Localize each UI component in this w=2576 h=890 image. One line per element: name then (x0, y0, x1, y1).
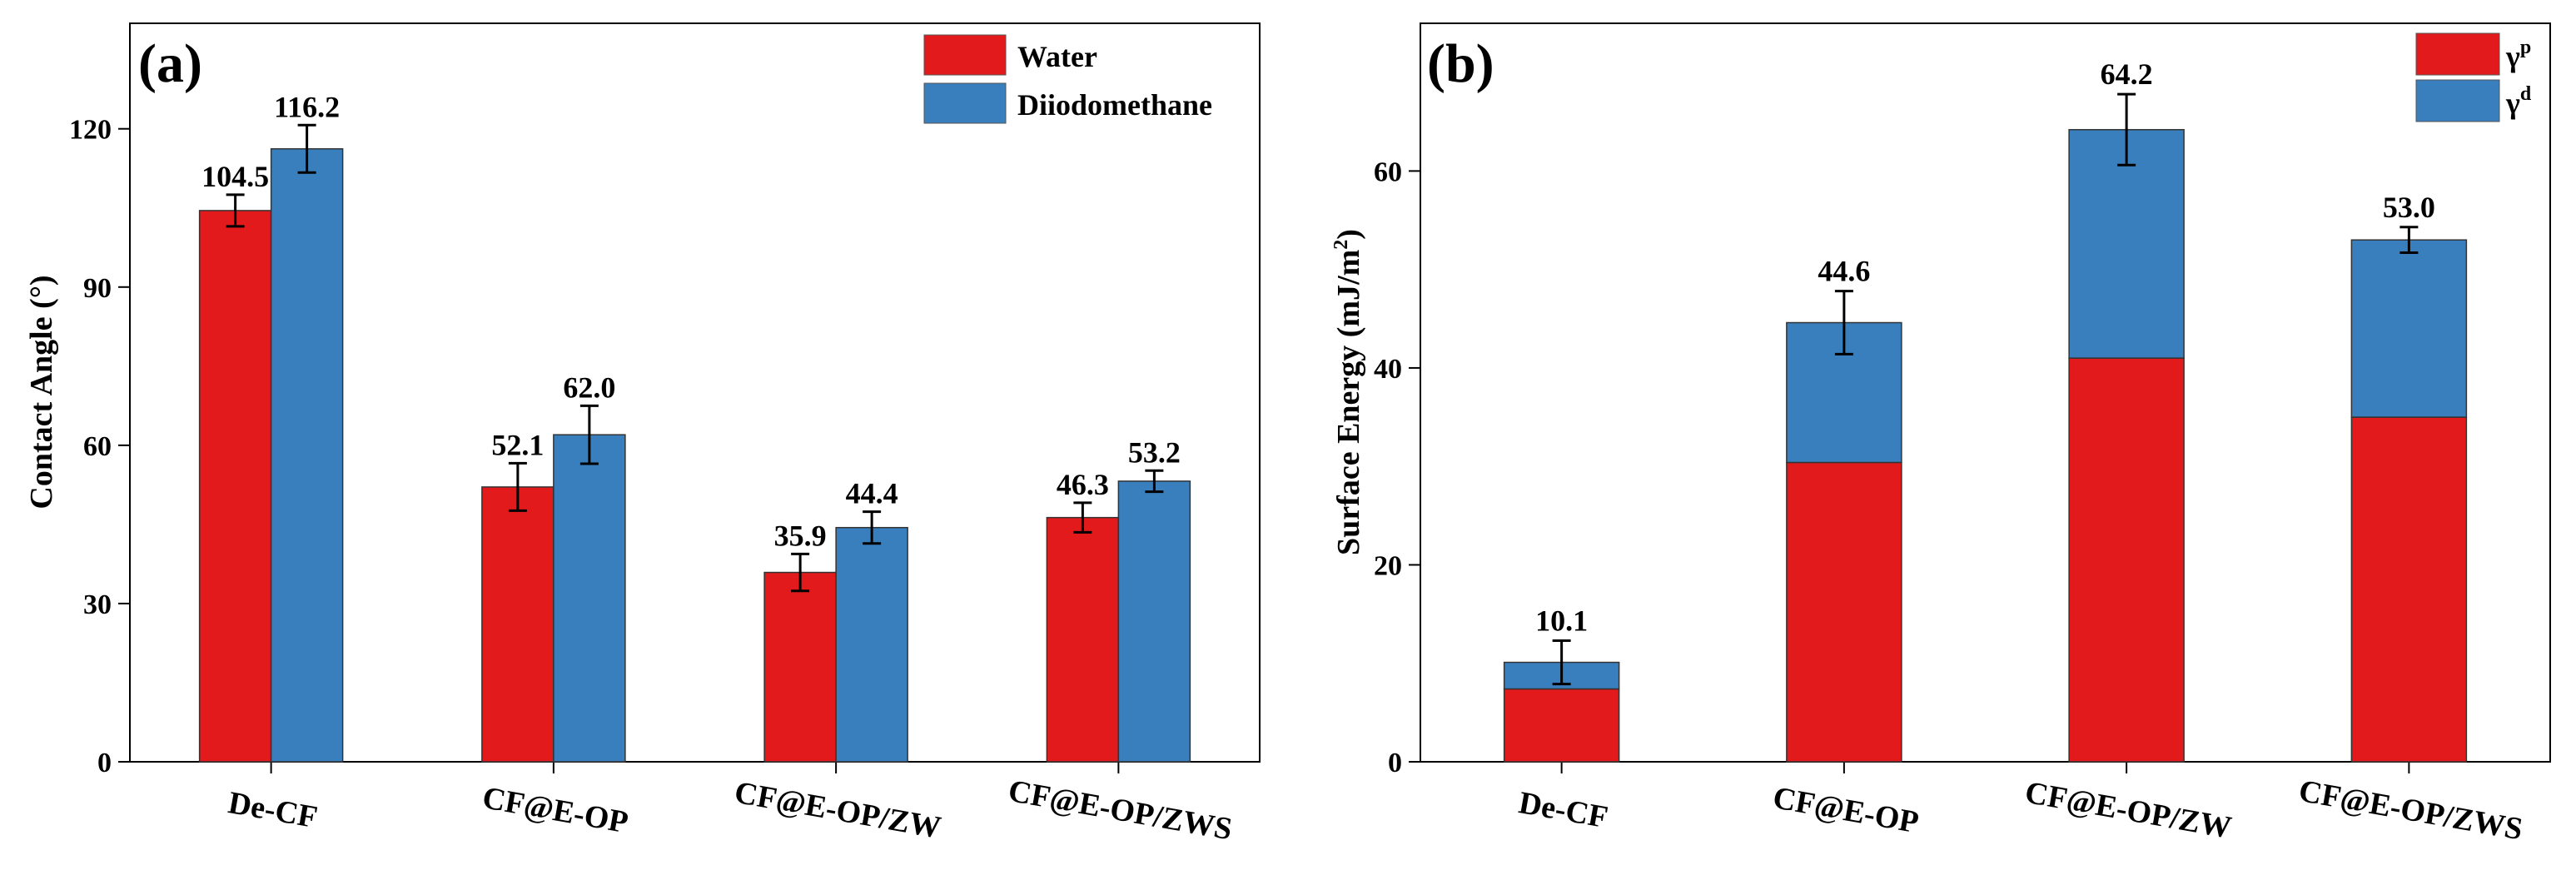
y-axis-label: Contact Angle (°) (24, 275, 59, 509)
legend-label-diiodomethane: Diiodomethane (1017, 88, 1212, 122)
panel-label: (a) (138, 33, 202, 94)
legend-label-gamma-p: γp (2505, 37, 2531, 73)
y-tick-label: 120 (69, 115, 112, 146)
error-bar-cf-e-op-zw (2117, 92, 2136, 167)
bar-segment-gamma-p-cf-e-op (1786, 461, 1902, 763)
bar-diiodomethane-de-cf (270, 148, 344, 763)
category-label-cf-e-op: CF@E-OP (1770, 780, 1921, 840)
data-label-diiodomethane-cf-e-op-zws: 53.2 (1128, 435, 1181, 469)
category-labels: De-CF CF@E-OP CF@E-OP/ZW CF@E-OP/ZWS (1516, 773, 2525, 848)
category-label-de-cf: De-CF (1516, 785, 1610, 835)
error-bar-cf-e-op-zws (2399, 226, 2419, 255)
bar-segment-gamma-p-cf-e-op-zw (2068, 357, 2185, 763)
y-tick-label: 0 (1388, 748, 1402, 778)
bar-segment-gamma-d-cf-e-op-zws (2350, 239, 2468, 418)
bar-diiodomethane-cf-e-op-zw (835, 526, 908, 763)
contact-angle-chart: (a) Contact Angle (°) 0 30 60 90 120 104.5 11… (24, 22, 1261, 848)
error-bar-diiodomethane-cf-e-op-zws (1145, 469, 1164, 494)
error-bar-diiodomethane-cf-e-op (579, 404, 599, 465)
legend-swatch-gamma-d (2415, 79, 2500, 122)
error-bar-diiodomethane-de-cf (297, 123, 316, 174)
error-bar-cf-e-op (1834, 290, 1853, 356)
category-label-cf-e-op-zws: CF@E-OP/ZWS (2296, 773, 2525, 848)
error-bar-water-cf-e-op-zws (1073, 501, 1092, 534)
data-label-water-cf-e-op-zws: 46.3 (1057, 468, 1109, 501)
y-axis-label: Surface Energy (mJ/m2) (1330, 229, 1366, 555)
y-axis-ticks: 0 20 40 60 (1374, 157, 2410, 778)
error-bar-water-cf-e-op (508, 461, 527, 512)
category-label-cf-e-op: CF@E-OP (480, 780, 630, 840)
bars: 104.5 116.2 52.1 62.0 35.9 44.4 46.3 53.2 (198, 90, 1191, 763)
bar-segment-gamma-p-cf-e-op-zws (2350, 416, 2468, 763)
category-label-cf-e-op-zws: CF@E-OP/ZWS (1006, 773, 1235, 848)
legend-swatch-diiodomethane (923, 82, 1007, 124)
y-tick-label: 40 (1374, 354, 1402, 385)
category-label-cf-e-op-zw: CF@E-OP/ZW (2022, 775, 2234, 846)
surface-energy-chart: (b) Surface Energy (mJ/m2) 0 20 40 60 10.1 4… (1330, 22, 2551, 848)
plot-area-frame (1420, 22, 2551, 763)
bar-segment-gamma-p-de-cf (1503, 688, 1620, 763)
legend-label-gamma-d: γd (2505, 83, 2532, 120)
bar-diiodomethane-cf-e-op-zws (1117, 480, 1191, 763)
category-label-de-cf: De-CF (226, 785, 320, 835)
category-labels: De-CF CF@E-OP CF@E-OP/ZW CF@E-OP/ZWS (226, 773, 1235, 848)
error-bar-water-cf-e-op-zw (791, 552, 810, 593)
total-label-cf-e-op: 44.6 (1818, 255, 1870, 288)
bar-segment-gamma-d-cf-e-op-zw (2068, 128, 2185, 359)
bar-water-cf-e-op-zw (763, 571, 837, 763)
category-label-cf-e-op-zw: CF@E-OP/ZW (732, 775, 943, 846)
total-label-de-cf: 10.1 (1535, 604, 1588, 638)
bar-diiodomethane-cf-e-op (553, 434, 626, 763)
y-tick-label: 60 (83, 431, 112, 462)
data-label-diiodomethane-de-cf: 116.2 (274, 90, 340, 123)
y-tick-label: 90 (83, 273, 112, 304)
error-bar-diiodomethane-cf-e-op-zw (863, 510, 882, 545)
total-label-cf-e-op-zws: 53.0 (2383, 191, 2435, 224)
y-tick-label: 0 (97, 748, 112, 778)
data-label-water-cf-e-op-zw: 35.9 (774, 519, 827, 552)
total-label-cf-e-op-zw: 64.2 (2101, 57, 2153, 91)
bar-water-de-cf (198, 210, 272, 763)
y-tick-label: 30 (83, 589, 112, 620)
panel-label: (b) (1427, 33, 1494, 94)
legend: Water Diiodomethane (923, 34, 1212, 124)
legend-swatch-gamma-p (2415, 32, 2500, 76)
legend: γp γd (2415, 32, 2532, 122)
data-label-diiodomethane-cf-e-op: 62.0 (563, 370, 615, 404)
error-bar-water-de-cf (226, 193, 245, 228)
bar-water-cf-e-op-zws (1046, 516, 1120, 763)
data-label-diiodomethane-cf-e-op-zw: 44.4 (846, 477, 898, 510)
data-label-water-cf-e-op: 52.1 (491, 428, 544, 461)
y-tick-label: 60 (1374, 157, 1402, 187)
legend-label-water: Water (1017, 40, 1097, 73)
plot-area-frame (129, 22, 1261, 763)
data-label-water-de-cf: 104.5 (201, 160, 269, 193)
bar-water-cf-e-op (481, 486, 554, 763)
stacked-bars: 10.1 44.6 64.2 53.0 (1503, 57, 2468, 763)
error-bar-de-cf (1552, 639, 1571, 686)
y-axis-ticks: 0 30 60 90 120 (69, 115, 1120, 778)
y-tick-label: 20 (1374, 550, 1402, 581)
legend-swatch-water (923, 34, 1007, 76)
